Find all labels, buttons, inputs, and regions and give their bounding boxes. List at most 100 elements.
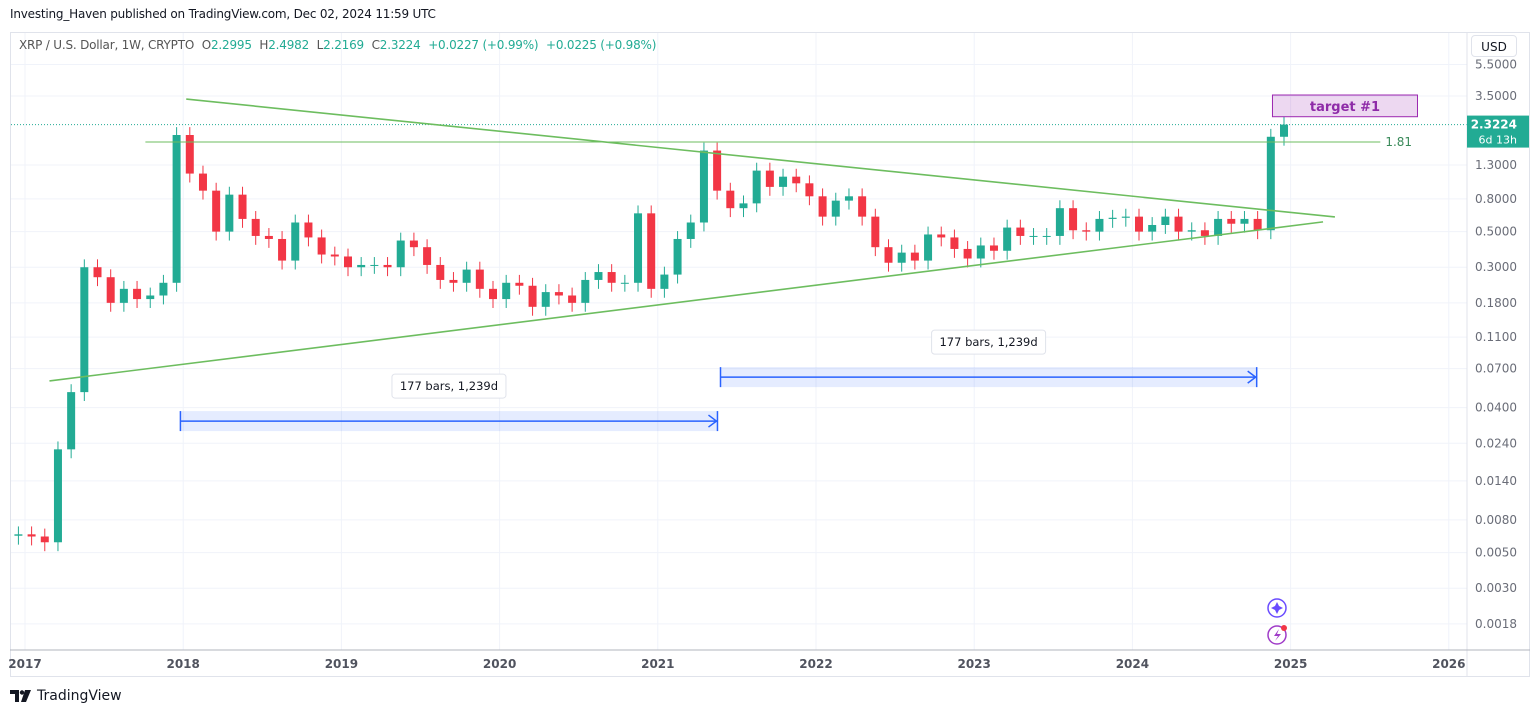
candle (871, 208, 880, 257)
candle (198, 165, 207, 200)
date-range-label-box (391, 373, 507, 399)
y-tick-label: 3.5000 (1475, 89, 1517, 103)
candle (844, 188, 853, 210)
candle-body (1280, 124, 1289, 137)
candle (1174, 208, 1183, 241)
y-tick-label: 0.0030 (1475, 581, 1517, 595)
candle (1082, 222, 1091, 241)
candle-body (831, 200, 840, 217)
candle-body (119, 288, 128, 303)
candle-body (343, 256, 352, 268)
candle (1214, 211, 1223, 245)
candle-body (989, 245, 998, 251)
candle (515, 274, 524, 295)
candle (370, 257, 379, 274)
candle (396, 232, 405, 277)
candle (1016, 219, 1025, 245)
candle-body (357, 264, 366, 268)
candle (462, 261, 471, 292)
date-range-label: 177 bars, 1,239d (939, 335, 1037, 349)
high-value: 2.4982 (268, 38, 310, 52)
candle-body (1253, 218, 1262, 231)
candle-body (844, 196, 853, 201)
candle (1069, 200, 1078, 240)
candle (568, 287, 577, 312)
tradingview-logo-text: TradingView (37, 688, 122, 704)
candle (146, 287, 155, 308)
candle (1055, 200, 1064, 245)
candle-body (146, 295, 155, 300)
candle-body (765, 170, 774, 187)
symbol-name[interactable]: XRP / U.S. Dollar, 1W, CRYPTO (19, 38, 195, 52)
currency-button[interactable]: USD (1471, 35, 1517, 57)
candle-body (133, 288, 142, 300)
symbol-legend: XRP / U.S. Dollar, 1W, CRYPTO O2.2995 H2… (19, 38, 660, 52)
upper-trendline (186, 98, 1335, 218)
candle-body (937, 234, 946, 238)
candle-body (647, 213, 656, 289)
candle-body (739, 203, 748, 209)
candle-body (436, 264, 445, 280)
candle-body (924, 234, 933, 261)
close-value: 2.3224 (379, 38, 421, 52)
candle-body (278, 238, 287, 261)
open-value: 2.2995 (210, 38, 252, 52)
x-tick-label: 2024 (1116, 657, 1149, 671)
candle (304, 214, 313, 247)
candle-body (383, 264, 392, 268)
y-tick-label: 0.0018 (1475, 617, 1517, 631)
candle (1121, 208, 1130, 227)
lightning-alert-icon[interactable] (1267, 625, 1287, 645)
y-tick-label: 0.0240 (1475, 436, 1517, 450)
candle (172, 127, 181, 292)
candle-body (1121, 216, 1130, 218)
x-tick-label: 2025 (1274, 657, 1307, 671)
candle-body (1227, 218, 1236, 224)
lightning-icon-bolt (1274, 629, 1281, 641)
tradingview-logo[interactable]: TradingView (10, 688, 122, 704)
candle-body (1016, 227, 1025, 236)
candle (726, 182, 735, 218)
candle-body (251, 218, 260, 236)
x-tick-label: 2023 (957, 657, 990, 671)
candle (343, 248, 352, 277)
candle-body (185, 135, 194, 174)
candle-body (515, 282, 524, 286)
candle (1266, 128, 1275, 240)
candle (752, 162, 761, 213)
candle (27, 526, 36, 546)
candle (159, 274, 168, 305)
date-range-measure: 177 bars, 1,239d (719, 329, 1258, 388)
candle-body (818, 196, 827, 217)
candle (1161, 208, 1170, 234)
notification-dot (1281, 625, 1287, 631)
candle-body (27, 534, 36, 537)
candle (1003, 219, 1012, 260)
candle-body (1095, 218, 1104, 232)
candle (713, 142, 722, 200)
candle (212, 182, 221, 241)
candle (40, 528, 49, 552)
x-tick-label: 2020 (483, 657, 516, 671)
y-tick-label: 0.0700 (1475, 362, 1517, 376)
ai-sparkle-icon[interactable] (1267, 598, 1287, 618)
axes: 5.5000 3.5000 1.3000 0.8000 0.5000 0.3000 0.18… (8, 33, 1530, 677)
candle (528, 277, 537, 316)
candle-body (699, 150, 708, 223)
candle (765, 162, 774, 196)
candle-body (1200, 230, 1209, 236)
candle-body (726, 190, 735, 209)
candle-body (14, 534, 23, 536)
candle-body (396, 240, 405, 268)
candle-body (871, 216, 880, 248)
candle (1240, 211, 1249, 233)
y-tick-label: 0.8000 (1475, 192, 1517, 206)
candle (330, 246, 339, 266)
candle-body (634, 213, 643, 283)
candle-body (330, 254, 339, 257)
candle (910, 244, 919, 270)
candle-body (1214, 218, 1223, 236)
candle-body (1266, 136, 1275, 231)
low-label: L (316, 38, 324, 52)
